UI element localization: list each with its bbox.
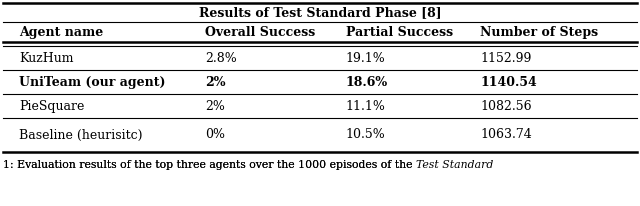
Text: 2%: 2% <box>205 76 225 89</box>
Text: KuzHum: KuzHum <box>19 52 74 64</box>
Text: 1: Evaluation results of the top three agents over the 1000 episodes of the: 1: Evaluation results of the top three a… <box>3 160 416 170</box>
Text: Overall Success: Overall Success <box>205 26 315 39</box>
Text: Results of Test Standard Phase [8]: Results of Test Standard Phase [8] <box>198 6 442 19</box>
Text: 19.1%: 19.1% <box>346 52 385 64</box>
Text: Baseline (heurisitc): Baseline (heurisitc) <box>19 129 143 142</box>
Text: PieSquare: PieSquare <box>19 99 84 112</box>
Text: Partial Success: Partial Success <box>346 26 452 39</box>
Text: Number of Steps: Number of Steps <box>480 26 598 39</box>
Text: 1152.99: 1152.99 <box>480 52 531 64</box>
Text: 0%: 0% <box>205 129 225 142</box>
Text: Agent name: Agent name <box>19 26 104 39</box>
Text: 1063.74: 1063.74 <box>480 129 532 142</box>
Text: 1: Evaluation results of the top three agents over the 1000 episodes of the: 1: Evaluation results of the top three a… <box>3 160 416 170</box>
Text: 10.5%: 10.5% <box>346 129 385 142</box>
Text: 1082.56: 1082.56 <box>480 99 532 112</box>
Text: 18.6%: 18.6% <box>346 76 388 89</box>
Text: 11.1%: 11.1% <box>346 99 385 112</box>
Text: 2.8%: 2.8% <box>205 52 237 64</box>
Text: 1140.54: 1140.54 <box>480 76 537 89</box>
Text: UniTeam (our agent): UniTeam (our agent) <box>19 76 166 89</box>
Text: 2%: 2% <box>205 99 225 112</box>
Text: Test Standard: Test Standard <box>416 160 493 170</box>
